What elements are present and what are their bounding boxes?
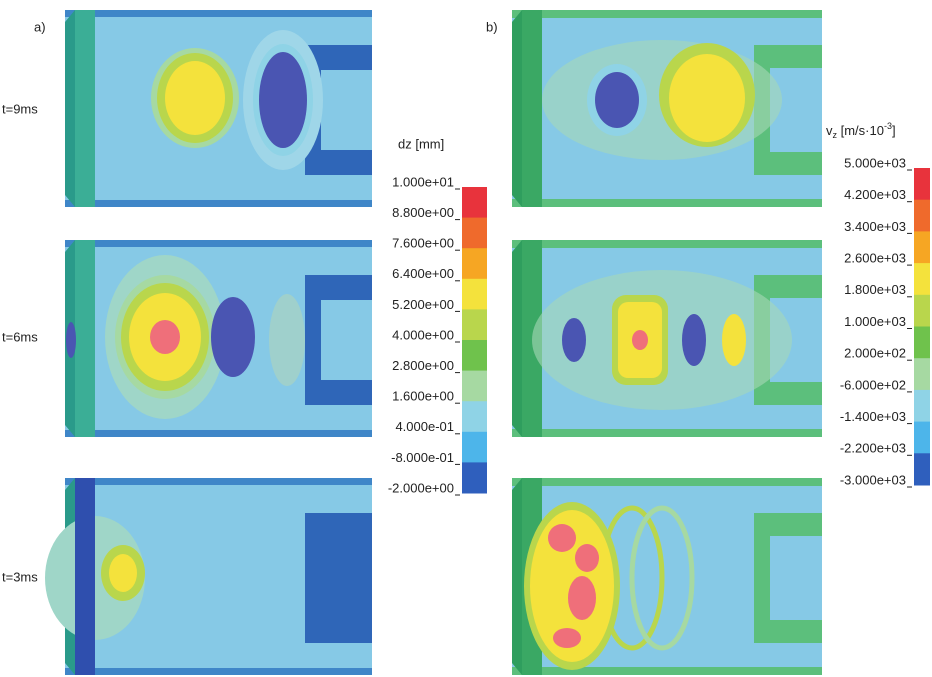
colorbar-label: 4.200e+03	[844, 187, 906, 202]
colorbar-segment	[462, 401, 487, 432]
colorbar-label: -3.000e+03	[840, 472, 906, 487]
colorbar-segment	[462, 187, 487, 218]
colorbar-label: 2.800e+00	[392, 358, 454, 373]
colorbar-segment	[462, 309, 487, 340]
contour-panel	[65, 240, 372, 437]
colorbar-label: -2.000e+00	[388, 480, 454, 495]
colorbar-segment	[462, 371, 487, 402]
colorbar-label: 5.000e+03	[844, 155, 906, 170]
colorbar-segment	[462, 248, 487, 279]
colorbar-label: 3.400e+03	[844, 219, 906, 234]
time-label: t=9ms	[2, 101, 38, 116]
colorbar-label: 1.600e+00	[392, 389, 454, 404]
colorbar-segment	[914, 422, 930, 454]
colorbar-label: 8.800e+00	[392, 205, 454, 220]
time-label: t=3ms	[2, 569, 38, 584]
colorbar-label: 1.000e+03	[844, 314, 906, 329]
colorbar-segment	[462, 340, 487, 371]
colorbar-label: 2.600e+03	[844, 251, 906, 266]
colorbar-label: 4.000e-01	[395, 419, 454, 434]
colorbar-label: 6.400e+00	[392, 266, 454, 281]
colorbar-label: -1.400e+03	[840, 409, 906, 424]
colorbar-title: dz [mm]	[398, 136, 444, 151]
time-label: t=6ms	[2, 329, 38, 344]
colorbar-segment	[914, 295, 930, 327]
panel-label: b)	[486, 19, 498, 34]
colorbar-segment	[914, 263, 930, 295]
colorbar-label: -8.000e-01	[391, 450, 454, 465]
colorbar-label: 5.200e+00	[392, 297, 454, 312]
colorbar-title: vz [m/s·10-3]	[826, 121, 896, 140]
panel-label: a)	[34, 19, 46, 34]
contour-panel	[512, 240, 822, 437]
colorbar-label: -2.200e+03	[840, 441, 906, 456]
colorbar-segment	[914, 168, 930, 200]
colorbar-segment	[914, 327, 930, 359]
colorbar-label: 4.000e+00	[392, 327, 454, 342]
colorbar-segment	[914, 390, 930, 422]
colorbar-segment	[462, 218, 487, 249]
colorbar-label: 1.800e+03	[844, 282, 906, 297]
colorbar-segment	[914, 453, 930, 485]
colorbar-label: 2.000e+02	[844, 346, 906, 361]
contour-panel	[65, 10, 372, 207]
colorbar-segment	[462, 462, 487, 493]
contour-panel	[512, 478, 822, 675]
contour-panel	[512, 10, 822, 207]
colorbar-label: -6.000e+02	[840, 377, 906, 392]
colorbar-segment	[462, 279, 487, 310]
colorbar-label: 1.000e+01	[392, 174, 454, 189]
colorbar-segment	[914, 200, 930, 232]
colorbar-segment	[914, 231, 930, 263]
colorbar-segment	[914, 358, 930, 390]
figure: a) b) t=9ms t=6ms t=3ms dz [mm] vz [m/s·…	[0, 0, 932, 677]
colorbar-segment	[462, 432, 487, 463]
colorbar-label: 7.600e+00	[392, 236, 454, 251]
page: {"figure": { "panel_labels": ["a)", "b)"…	[0, 0, 932, 677]
contour-panel	[45, 478, 372, 675]
